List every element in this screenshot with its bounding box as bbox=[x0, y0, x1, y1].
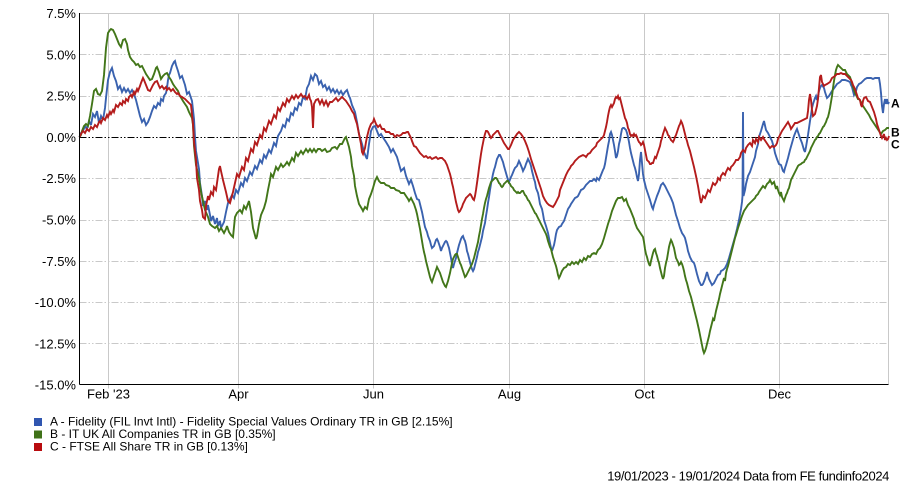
svg-text:C - FTSE All Share TR in GB [0: C - FTSE All Share TR in GB [0.13%] bbox=[50, 440, 248, 454]
svg-text:-7.5%: -7.5% bbox=[42, 254, 76, 269]
svg-text:Feb '23: Feb '23 bbox=[87, 387, 130, 402]
svg-text:A: A bbox=[891, 97, 900, 111]
svg-text:-5.0%: -5.0% bbox=[42, 213, 76, 228]
svg-text:Jun: Jun bbox=[363, 387, 384, 402]
svg-text:Oct: Oct bbox=[634, 387, 655, 402]
svg-text:-10.0%: -10.0% bbox=[35, 295, 77, 310]
svg-text:A - Fidelity (FIL Invt Intl) -: A - Fidelity (FIL Invt Intl) - Fidelity … bbox=[50, 415, 453, 429]
svg-text:Dec: Dec bbox=[768, 387, 792, 402]
svg-text:2.5%: 2.5% bbox=[46, 89, 76, 104]
svg-text:-12.5%: -12.5% bbox=[35, 336, 77, 351]
svg-text:5.0%: 5.0% bbox=[46, 47, 76, 62]
svg-text:7.5%: 7.5% bbox=[46, 6, 76, 21]
svg-text:Apr: Apr bbox=[228, 387, 249, 402]
svg-text:-15.0%: -15.0% bbox=[35, 378, 77, 393]
svg-text:0.0%: 0.0% bbox=[46, 130, 76, 145]
svg-text:Aug: Aug bbox=[498, 387, 521, 402]
svg-text:C: C bbox=[891, 138, 900, 152]
svg-text:-2.5%: -2.5% bbox=[42, 171, 76, 186]
svg-text:19/01/2023 - 19/01/2024 Data f: 19/01/2023 - 19/01/2024 Data from FE fun… bbox=[607, 469, 889, 484]
svg-text:B: B bbox=[891, 126, 900, 140]
svg-text:B - IT UK All Companies TR in: B - IT UK All Companies TR in GB [0.35%] bbox=[50, 427, 276, 441]
